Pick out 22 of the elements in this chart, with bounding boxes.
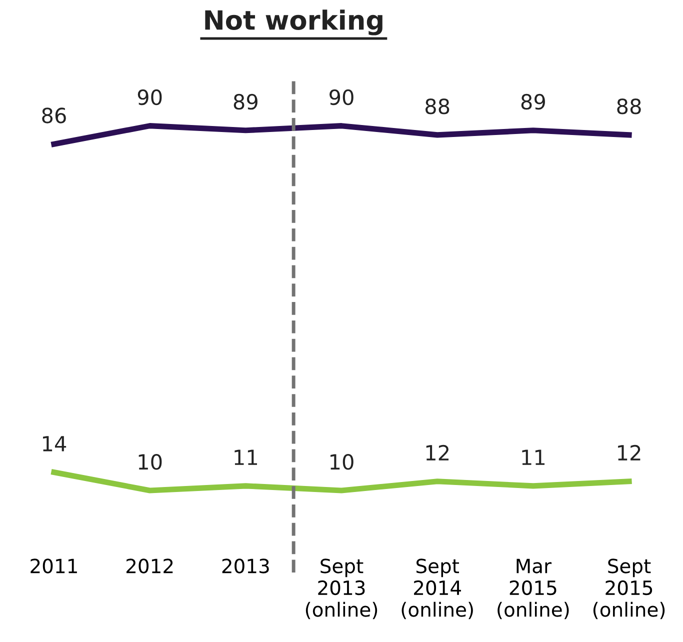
x-tick-label: 2011 (30, 558, 77, 574)
data-label: 10 (138, 454, 162, 470)
data-label: 88 (426, 98, 450, 114)
data-label: 11 (522, 450, 545, 465)
data-label: 86 (42, 108, 66, 124)
chart-title: Not working (205, 10, 382, 36)
x-tick-label: 2013 (222, 558, 269, 574)
x-tick-label: 2012 (126, 558, 173, 574)
data-label: 89 (521, 94, 545, 110)
data-label: 89 (234, 94, 258, 110)
data-label: 88 (617, 98, 641, 114)
data-label: 90 (138, 89, 162, 106)
data-label: 11 (234, 450, 257, 465)
data-label: 10 (330, 454, 354, 470)
data-label: 12 (618, 444, 640, 460)
data-label: 90 (330, 89, 354, 106)
data-label: 14 (43, 436, 66, 452)
x-tick-label: Sept 2015 (online) (593, 558, 665, 620)
x-tick-label: Sept 2014 (online) (402, 558, 473, 620)
x-tick-label: Sept 2013 (online) (306, 558, 378, 620)
x-tick-label: Mar 2015 (online) (498, 558, 569, 620)
data-label: 12 (426, 444, 449, 460)
